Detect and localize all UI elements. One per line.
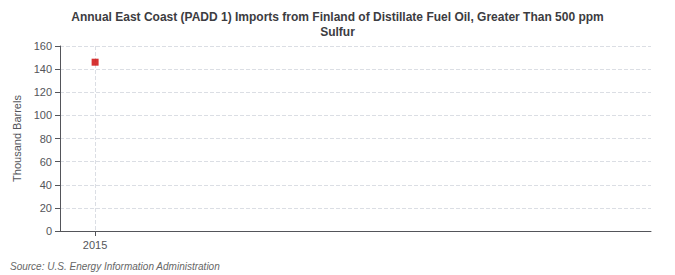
svg-text:Annual East Coast (PADD 1) Imp: Annual East Coast (PADD 1) Imports from …: [71, 10, 604, 24]
svg-text:Sulfur: Sulfur: [320, 25, 355, 39]
svg-text:60: 60: [40, 156, 52, 168]
svg-text:2015: 2015: [83, 239, 107, 251]
svg-text:100: 100: [34, 109, 52, 121]
svg-text:Source: U.S. Energy Informatio: Source: U.S. Energy Information Administ…: [10, 261, 220, 272]
svg-text:160: 160: [34, 40, 52, 52]
svg-text:140: 140: [34, 63, 52, 75]
svg-text:20: 20: [40, 202, 52, 214]
svg-text:Thousand Barrels: Thousand Barrels: [11, 95, 23, 182]
svg-text:80: 80: [40, 133, 52, 145]
svg-text:120: 120: [34, 86, 52, 98]
svg-text:0: 0: [46, 225, 52, 237]
svg-text:40: 40: [40, 179, 52, 191]
